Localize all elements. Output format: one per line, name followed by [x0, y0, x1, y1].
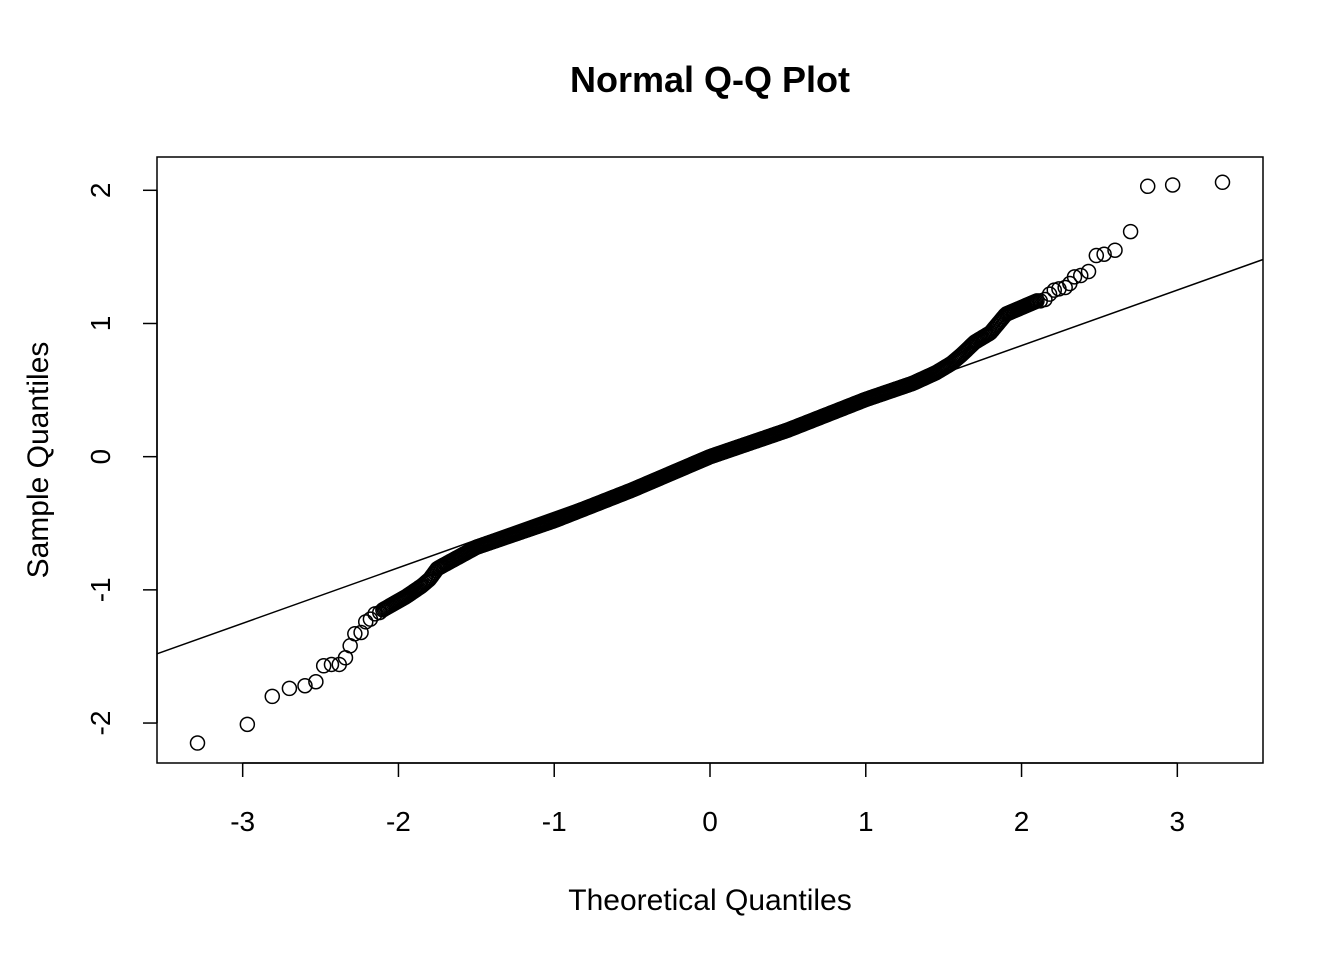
data-point [281, 680, 298, 697]
x-tick-label: 0 [702, 806, 718, 837]
x-tick-label: -1 [542, 806, 567, 837]
y-tick-label: -1 [85, 577, 116, 602]
data-point [1107, 242, 1123, 258]
y-tick-label: 2 [85, 183, 116, 199]
x-tick-label: 3 [1170, 806, 1186, 837]
data-point [297, 678, 313, 694]
data-point [1057, 279, 1073, 296]
x-tick-label: -3 [230, 806, 255, 837]
data-point [1088, 247, 1105, 264]
data-point [1072, 267, 1089, 284]
data-point [1066, 269, 1083, 285]
data-points [189, 174, 1231, 751]
data-point [308, 674, 324, 690]
data-point [353, 624, 369, 641]
data-point [1029, 293, 1045, 309]
data-point [323, 656, 340, 673]
data-point [264, 688, 281, 705]
chart-title: Normal Q-Q Plot [570, 59, 850, 100]
data-point [1214, 174, 1231, 191]
data-point [1080, 263, 1097, 280]
y-tick-label: 0 [85, 449, 116, 465]
data-point [315, 658, 332, 674]
x-tick-label: 2 [1014, 806, 1030, 837]
x-tick-label: 1 [858, 806, 874, 837]
y-tick-label: -2 [85, 711, 116, 736]
y-axis: -2 -1 0 1 2 [85, 183, 158, 736]
y-axis-label: Sample Quantiles [22, 342, 55, 579]
data-point [239, 716, 256, 733]
y-tick-label: 1 [85, 316, 116, 332]
data-point [1164, 177, 1181, 193]
data-point [189, 735, 206, 751]
data-point [1096, 246, 1112, 262]
x-tick-label: -2 [386, 806, 411, 837]
x-axis: -3 -2 -1 0 1 2 3 [230, 762, 1186, 837]
data-point [347, 626, 363, 642]
x-axis-label: Theoretical Quantiles [568, 884, 851, 917]
data-point [1122, 223, 1139, 240]
data-point [1041, 286, 1058, 302]
data-point [1139, 178, 1156, 195]
